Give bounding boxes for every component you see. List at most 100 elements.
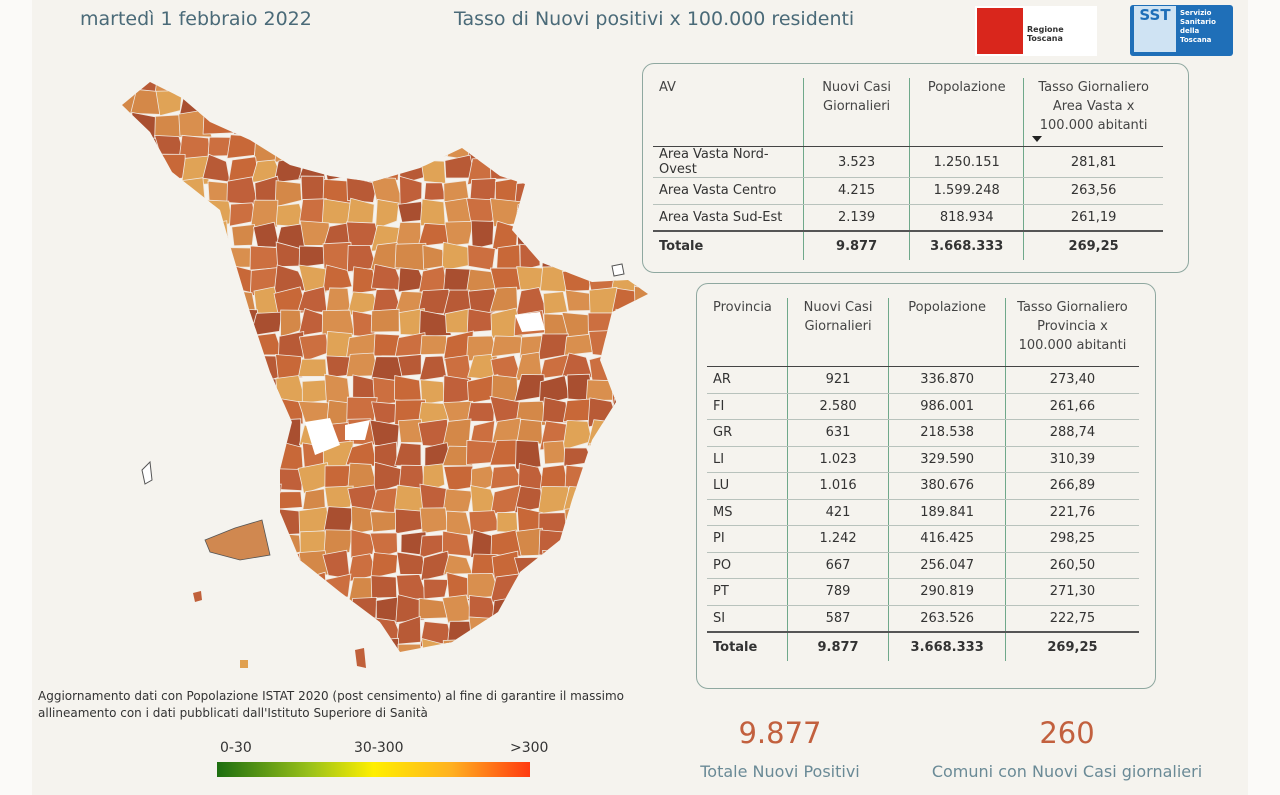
municipality bbox=[275, 491, 303, 510]
municipality bbox=[613, 308, 637, 341]
municipality bbox=[442, 488, 474, 515]
municipality bbox=[226, 351, 257, 381]
municipality bbox=[369, 637, 400, 652]
municipality bbox=[302, 488, 326, 510]
municipality bbox=[633, 533, 648, 554]
municipality bbox=[467, 244, 496, 271]
municipality bbox=[250, 661, 278, 680]
municipality bbox=[129, 572, 164, 603]
municipality bbox=[585, 531, 619, 555]
column-header-text: Popolazione bbox=[927, 80, 1006, 95]
municipality bbox=[393, 375, 422, 404]
municipality bbox=[179, 555, 208, 580]
total-row: Totale 9.877 3.668.333 269,25 bbox=[707, 631, 1139, 661]
table-cell: 4.215 bbox=[802, 177, 910, 205]
municipality bbox=[180, 484, 211, 515]
municipality bbox=[206, 376, 233, 405]
table-row: MS 421 189.841 221,76 bbox=[707, 499, 1139, 526]
municipality bbox=[489, 133, 524, 163]
municipality bbox=[636, 358, 648, 383]
municipality bbox=[370, 82, 401, 97]
municipality bbox=[130, 353, 163, 381]
kpi-label: Comuni con Nuovi Casi giornalieri bbox=[931, 762, 1203, 781]
municipality bbox=[122, 307, 137, 340]
municipality bbox=[153, 270, 189, 295]
municipality bbox=[322, 264, 353, 292]
municipality bbox=[515, 440, 542, 471]
total-cell: 3.668.333 bbox=[909, 230, 1024, 260]
municipality bbox=[496, 512, 519, 533]
table-cell: FI bbox=[707, 393, 788, 420]
municipality bbox=[375, 114, 401, 142]
total-row: Totale 9.877 3.668.333 269,25 bbox=[653, 230, 1163, 260]
municipality bbox=[202, 82, 232, 98]
municipality bbox=[564, 666, 594, 680]
municipality bbox=[326, 88, 352, 120]
municipality bbox=[350, 529, 377, 559]
table-cell: 3.523 bbox=[802, 146, 910, 178]
municipality bbox=[226, 134, 258, 159]
municipality bbox=[201, 90, 231, 117]
column-header: Tasso Giornaliero Provincia x 100.000 ab… bbox=[1004, 298, 1139, 367]
municipality bbox=[397, 354, 422, 377]
municipality bbox=[345, 82, 376, 98]
municipality bbox=[614, 154, 639, 184]
municipality bbox=[566, 595, 595, 624]
municipality bbox=[278, 331, 305, 359]
municipality bbox=[442, 638, 475, 652]
kpi-value: 9.877 bbox=[738, 716, 822, 750]
table-cell: 986.001 bbox=[888, 393, 1006, 420]
municipality bbox=[419, 198, 446, 226]
municipality bbox=[180, 639, 212, 652]
island bbox=[141, 460, 153, 485]
municipality bbox=[634, 487, 648, 514]
municipality bbox=[181, 507, 209, 536]
municipality bbox=[612, 641, 642, 652]
table-cell: 416.425 bbox=[888, 525, 1006, 553]
municipality bbox=[635, 509, 648, 532]
municipality bbox=[135, 177, 162, 208]
blank-area bbox=[345, 420, 370, 440]
data-table: Provincia Nuovi Casi Giornalieri Popolazio… bbox=[707, 298, 1139, 661]
total-cell: 269,25 bbox=[1004, 631, 1139, 661]
municipality bbox=[538, 88, 568, 115]
municipality bbox=[232, 109, 254, 135]
municipality bbox=[494, 113, 517, 140]
region-logo: Regione Toscana bbox=[975, 6, 1097, 56]
table-cell: 818.934 bbox=[909, 204, 1024, 232]
municipality bbox=[133, 395, 161, 428]
municipality bbox=[397, 114, 429, 138]
municipality bbox=[250, 89, 283, 120]
municipality bbox=[586, 243, 619, 269]
municipality bbox=[609, 485, 641, 516]
municipality bbox=[132, 378, 162, 406]
municipality bbox=[568, 574, 594, 601]
municipality bbox=[541, 243, 571, 269]
municipality bbox=[154, 417, 188, 448]
municipality bbox=[590, 640, 614, 652]
table-row: FI 2.580 986.001 261,66 bbox=[707, 393, 1139, 420]
municipality bbox=[250, 110, 280, 139]
municipality bbox=[122, 132, 135, 160]
municipality bbox=[565, 201, 595, 229]
table-cell: 222,75 bbox=[1004, 605, 1139, 633]
table-cell: 266,89 bbox=[1004, 472, 1139, 500]
municipality bbox=[276, 662, 301, 680]
municipality bbox=[417, 87, 450, 115]
municipality bbox=[322, 114, 352, 137]
municipality bbox=[516, 418, 543, 445]
municipality bbox=[249, 638, 282, 652]
municipality bbox=[370, 575, 398, 599]
table-cell: MS bbox=[707, 499, 788, 526]
municipality bbox=[122, 154, 136, 184]
municipality bbox=[122, 355, 138, 381]
municipality bbox=[153, 178, 184, 207]
municipality bbox=[588, 329, 616, 358]
municipality bbox=[324, 616, 355, 645]
total-cell: 9.877 bbox=[802, 230, 910, 260]
municipality bbox=[515, 663, 548, 680]
table-cell: 1.016 bbox=[786, 472, 889, 500]
municipality bbox=[615, 353, 643, 380]
municipality bbox=[180, 332, 207, 363]
municipality bbox=[495, 641, 520, 652]
